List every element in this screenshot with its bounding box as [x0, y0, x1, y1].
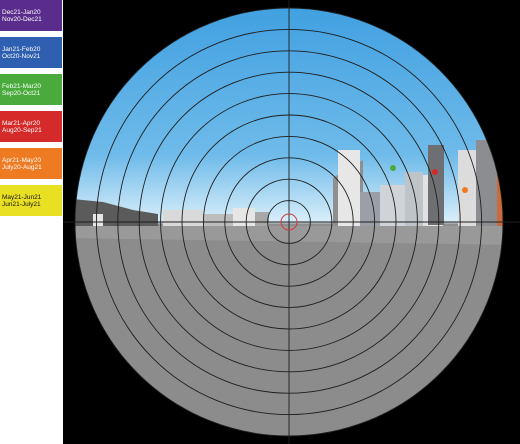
legend-label: Nov20-Dec21 — [2, 15, 42, 23]
legend-label: Sep20-Oct21 — [2, 89, 41, 97]
legend-item-jan-feb: Jan21-Feb20 Oct20-Nov21 — [0, 37, 62, 68]
building-low — [203, 214, 233, 226]
legend-item-mar-apr: Mar21-Apr20 Aug20-Sep21 — [0, 111, 62, 142]
legend-label: Apr21-May20 — [2, 156, 42, 164]
legend-label: Oct20-Nov21 — [2, 52, 41, 60]
center-reticle — [280, 213, 298, 231]
legend-label: Jan21-Feb20 — [2, 45, 41, 53]
legend-label: Jun21-July21 — [2, 200, 41, 208]
building-right — [360, 192, 380, 226]
fisheye-sky-view[interactable] — [63, 0, 520, 444]
polar-grid — [63, 0, 520, 444]
sun-marker — [390, 165, 396, 171]
building-right — [380, 185, 405, 226]
legend-label: May21-Jun21 — [2, 193, 42, 201]
legend-item-may-jul: May21-Jun21 Jun21-July21 — [0, 185, 62, 216]
tower — [405, 172, 423, 226]
sun-path-legend: Dec21-Jan20 Nov20-Dec21 Jan21-Feb20 Oct2… — [0, 0, 62, 222]
legend-label: Dec21-Jan20 — [2, 8, 41, 16]
legend-label: Mar21-Apr20 — [2, 119, 40, 127]
building-low — [233, 208, 255, 226]
legend-label: Feb21-Mar20 — [2, 82, 42, 90]
sun-marker — [432, 169, 438, 175]
legend-item-apr-may: Apr21-May20 July20-Aug21 — [0, 148, 62, 179]
legend-item-dec-jan: Dec21-Jan20 Nov20-Dec21 — [0, 0, 62, 31]
legend-item-feb-mar: Feb21-Mar20 Sep20-Oct21 — [0, 74, 62, 105]
building-left — [75, 198, 158, 226]
legend-label: Aug20-Sep21 — [2, 126, 42, 134]
sun-marker — [462, 187, 468, 193]
building-low — [163, 210, 203, 226]
tower — [338, 150, 360, 226]
tower — [428, 145, 444, 225]
fisheye-viewport[interactable] — [63, 0, 520, 444]
tower — [476, 140, 498, 226]
small-block — [93, 214, 103, 228]
building-low — [255, 212, 269, 226]
ground-near — [75, 226, 503, 245]
legend-label: July20-Aug21 — [2, 163, 42, 171]
